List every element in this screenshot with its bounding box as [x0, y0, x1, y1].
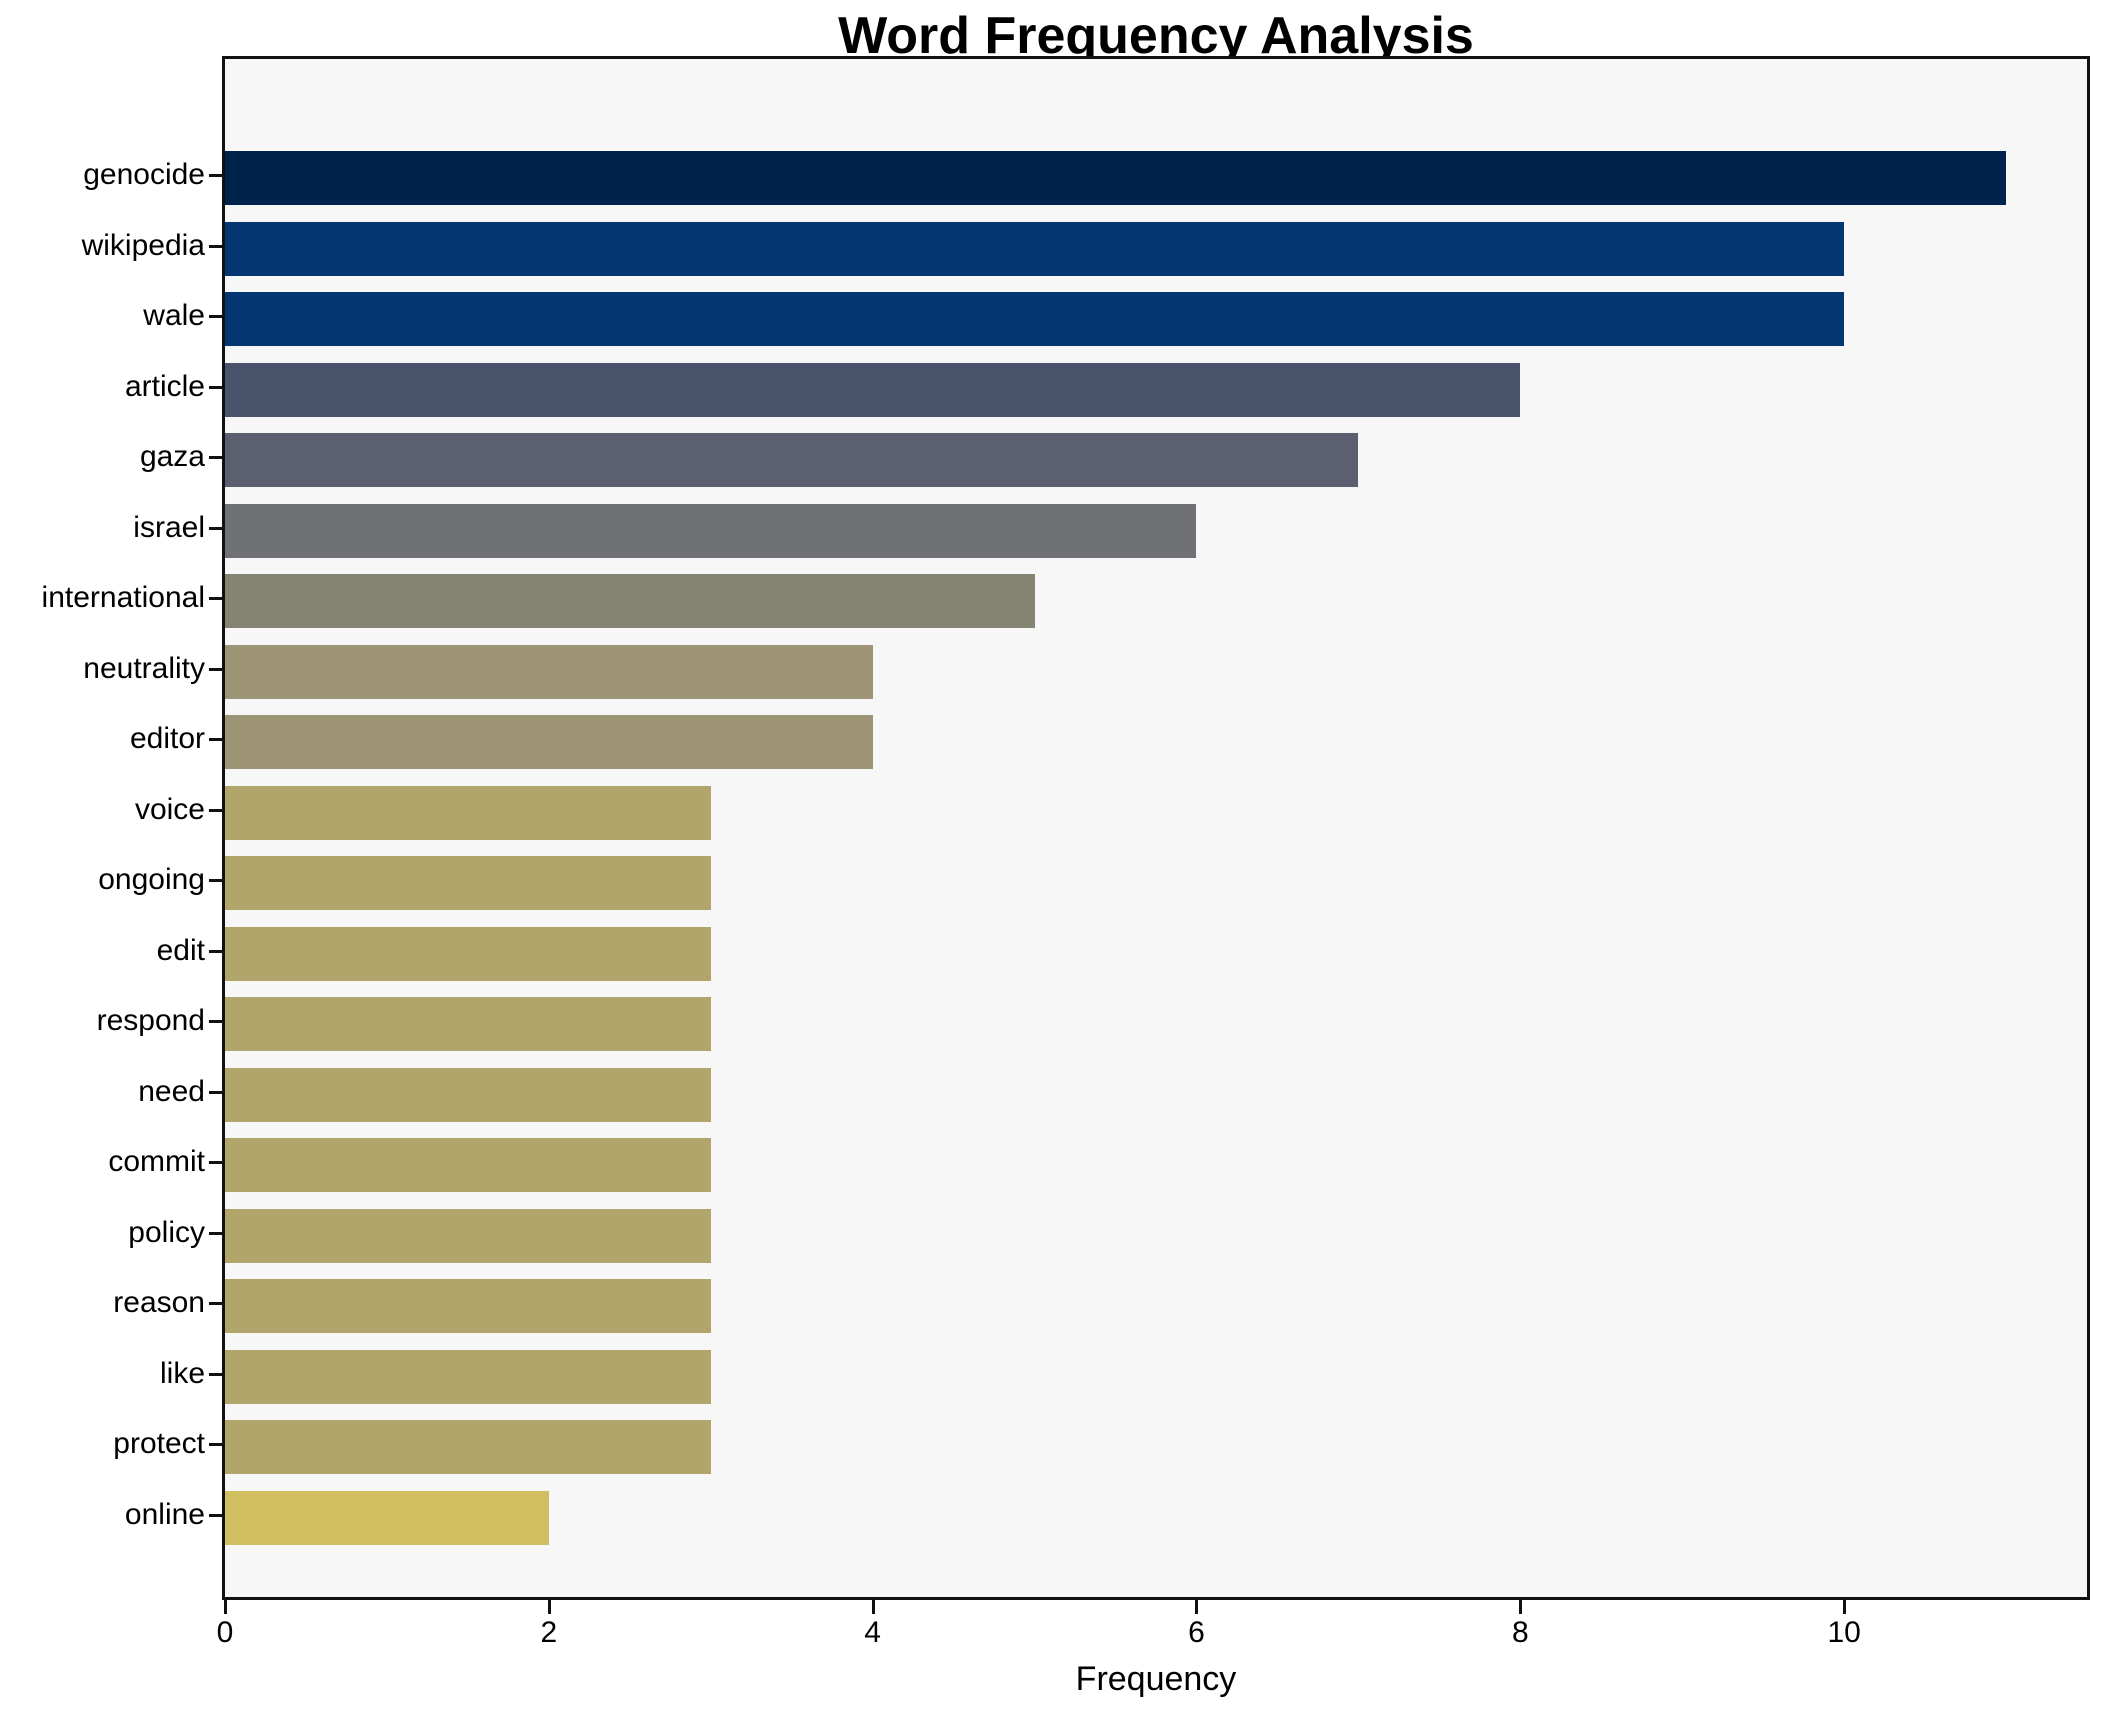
x-tick-label-8: 8	[1511, 1616, 1529, 1649]
y-tick-mark	[209, 456, 222, 459]
y-tick-mark	[209, 244, 222, 248]
y-tick-label-online: online	[124, 1497, 205, 1531]
bar-genocide	[225, 151, 2006, 205]
bar-voice	[225, 785, 711, 840]
y-tick-label-ongoing: ongoing	[98, 863, 205, 896]
y-tick-label-respond: respond	[96, 1004, 205, 1037]
bar-israel	[225, 503, 1196, 558]
y-tick-label-editor: editor	[129, 722, 205, 755]
y-tick-label-international: international	[41, 581, 205, 614]
x-axis-title: Frequency	[1075, 1660, 1237, 1698]
x-tick-mark	[1195, 1600, 1199, 1614]
bar-online	[225, 1490, 549, 1545]
x-tick-mark	[224, 1600, 227, 1614]
bar-international	[225, 574, 1035, 628]
y-tick-label-voice: voice	[134, 792, 205, 826]
y-tick-mark	[209, 738, 222, 741]
y-tick-mark	[209, 667, 222, 671]
y-tick-mark	[209, 526, 222, 530]
y-tick-mark	[209, 1161, 222, 1164]
y-tick-mark	[209, 1231, 222, 1235]
y-tick-label-gaza: gaza	[139, 440, 205, 473]
y-tick-label-wale: wale	[143, 299, 205, 332]
x-tick-label-0: 0	[216, 1616, 234, 1649]
y-tick-label-reason: reason	[113, 1286, 205, 1319]
y-tick-mark	[209, 808, 222, 812]
bar-edit	[225, 926, 711, 981]
bar-gaza	[225, 433, 1358, 487]
bar-reason	[225, 1279, 711, 1333]
bar-ongoing	[225, 856, 711, 910]
x-tick-label-4: 4	[864, 1616, 881, 1649]
x-tick-mark	[1519, 1600, 1523, 1614]
y-tick-label-edit: edit	[156, 933, 205, 967]
y-tick-mark	[209, 949, 222, 953]
plot-area	[222, 56, 2090, 1600]
y-tick-label-genocide: genocide	[83, 158, 205, 191]
y-tick-label-neutrality: neutrality	[83, 651, 205, 685]
y-tick-label-protect: protect	[113, 1427, 205, 1460]
y-tick-label-like: like	[159, 1356, 205, 1390]
bar-wale	[225, 292, 1844, 346]
bar-wikipedia	[225, 221, 1844, 276]
bar-like	[225, 1349, 711, 1404]
y-tick-label-commit: commit	[108, 1145, 205, 1178]
y-tick-label-wikipedia: wikipedia	[81, 228, 205, 262]
y-tick-label-need: need	[138, 1074, 205, 1108]
y-tick-mark	[209, 1302, 222, 1305]
x-tick-mark	[1843, 1600, 1847, 1614]
chart-title: Word Frequency Analysis	[838, 7, 1474, 65]
y-tick-mark	[209, 315, 222, 318]
bar-respond	[225, 997, 711, 1051]
y-tick-mark	[209, 385, 222, 389]
y-tick-label-israel: israel	[133, 510, 205, 544]
y-tick-mark	[209, 597, 222, 600]
bar-commit	[225, 1138, 711, 1192]
x-tick-label-10: 10	[1827, 1616, 1861, 1649]
y-tick-mark	[209, 879, 222, 882]
y-tick-label-policy: policy	[128, 1215, 205, 1249]
bar-article	[225, 362, 1520, 417]
x-tick-label-2: 2	[540, 1616, 558, 1649]
y-tick-label-article: article	[124, 369, 205, 403]
y-tick-mark	[209, 1090, 222, 1094]
x-tick-label-6: 6	[1188, 1616, 1205, 1649]
y-tick-mark	[209, 174, 222, 177]
x-tick-mark	[547, 1600, 551, 1614]
bar-neutrality	[225, 644, 873, 699]
y-tick-mark	[209, 1513, 222, 1517]
bar-protect	[225, 1420, 711, 1474]
y-tick-mark	[209, 1443, 222, 1446]
x-tick-mark	[871, 1600, 875, 1614]
y-tick-mark	[209, 1372, 222, 1376]
bar-policy	[225, 1208, 711, 1263]
bar-editor	[225, 715, 873, 769]
y-tick-mark	[209, 1020, 222, 1023]
bar-need	[225, 1067, 711, 1122]
